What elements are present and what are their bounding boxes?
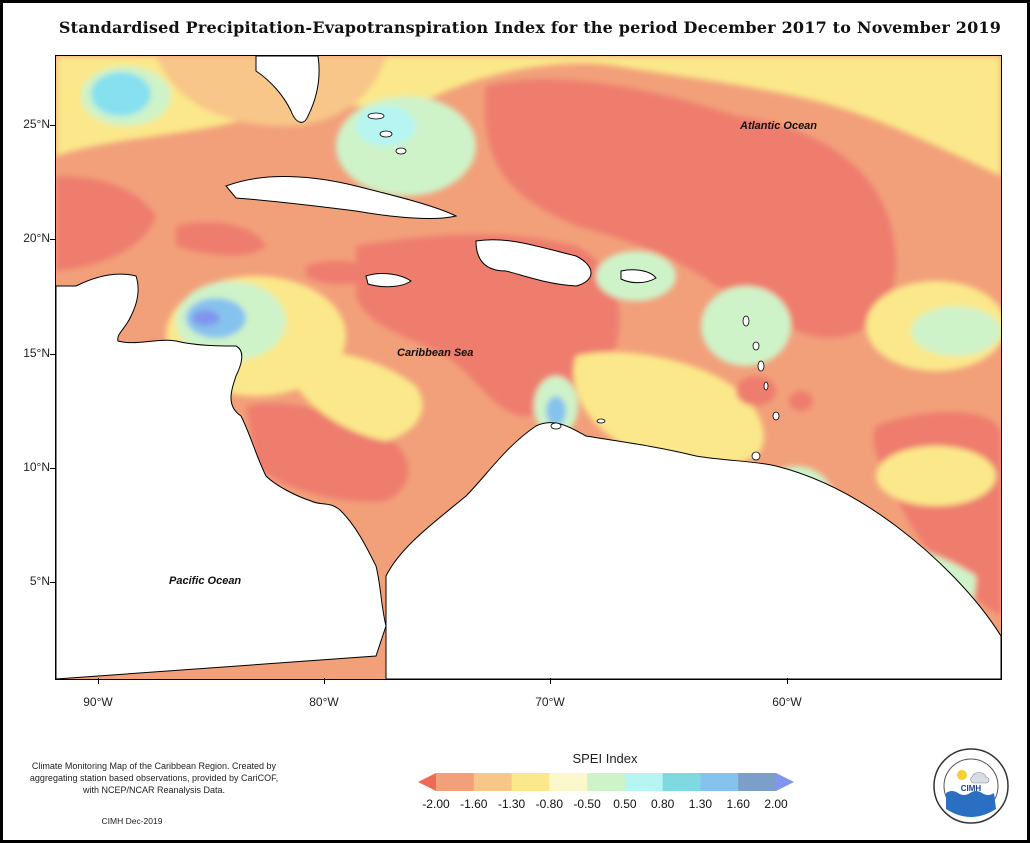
pacific-ocean-label: Pacific Ocean — [169, 575, 242, 587]
spei-map — [55, 55, 1002, 680]
map-credit: CIMH Dec-2019 — [101, 816, 163, 826]
lon-label-90w: 90°W — [83, 695, 113, 709]
land-masses — [56, 56, 1001, 679]
legend-break-label: 1.30 — [688, 797, 713, 811]
lat-tick-mark — [50, 468, 55, 469]
atlantic-ocean-label: Atlantic Ocean — [740, 120, 818, 132]
legend-cell — [587, 773, 626, 791]
legend-break-label: 1.60 — [726, 797, 750, 811]
map-description: Climate Monitoring Map of the Caribbean … — [29, 761, 279, 795]
lat-tick-mark — [50, 354, 55, 355]
lon-label-80w: 80°W — [309, 695, 339, 709]
legend-cell — [549, 773, 588, 791]
legend-break-label: 0.50 — [613, 797, 637, 811]
logo-text: CIMH — [961, 784, 982, 793]
lat-tick-mark — [50, 125, 55, 126]
legend-cell — [662, 773, 701, 791]
caribbean-sea-label: Caribbean Sea — [397, 347, 474, 359]
map-title: Standardised Precipitation-Evapotranspir… — [58, 18, 1002, 37]
legend-color-bar — [418, 773, 794, 791]
lat-tick-mark — [50, 239, 55, 240]
lon-tick-mark — [98, 678, 99, 684]
legend-break-label: 2.00 — [764, 797, 788, 811]
legend-break-label: -0.50 — [573, 797, 601, 811]
legend-cell — [738, 773, 777, 791]
lon-label-70w: 70°W — [535, 695, 565, 709]
legend-title: SPEI Index — [572, 751, 638, 766]
lat-label-20n: 20°N — [23, 231, 50, 245]
legend-cell — [418, 773, 436, 791]
legend-cell — [700, 773, 739, 791]
lon-label-60w: 60°W — [772, 695, 802, 709]
lat-label-25n: 25°N — [23, 117, 50, 131]
legend-cell — [776, 773, 794, 791]
legend-break-label: -1.30 — [497, 797, 526, 811]
lat-label-5n: 5°N — [29, 574, 50, 588]
lon-tick-mark — [324, 678, 325, 684]
legend-cell — [436, 773, 475, 791]
legend-cell — [624, 773, 664, 791]
legend-break-label: 0.80 — [650, 797, 675, 811]
legend-break-label: -2.00 — [422, 797, 450, 811]
legend-cell — [473, 773, 513, 791]
cimh-logo: CIMH — [933, 748, 1009, 824]
spei-map-canvas — [56, 56, 1001, 679]
lat-label-10n: 10°N — [23, 460, 50, 474]
lon-tick-mark — [550, 678, 551, 684]
small-islands — [367, 112, 780, 461]
lon-tick-mark — [787, 678, 788, 684]
lat-label-15n: 15°N — [23, 346, 50, 360]
legend-break-label: -1.60 — [460, 797, 488, 811]
legend-cell — [511, 773, 550, 791]
lat-tick-mark — [50, 582, 55, 583]
legend-break-label: -0.80 — [535, 797, 563, 811]
